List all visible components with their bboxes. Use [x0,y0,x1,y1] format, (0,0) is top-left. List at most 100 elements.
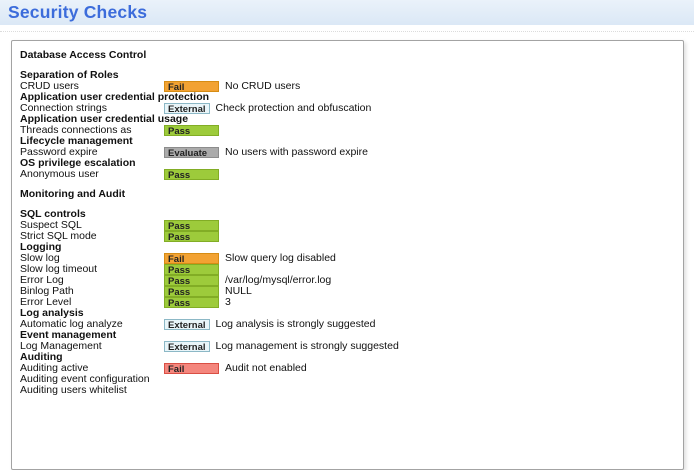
check-row: Error Log Pass/var/log/mysql/error.log [20,274,675,287]
check-row: Connection strings External Check protecti… [20,102,675,115]
section-header-row: Lifecycle management [20,136,675,147]
section-title: Lifecycle management [20,135,133,147]
check-row: Auditing users whitelist [20,385,675,396]
section-title: OS privilege escalation [20,157,136,169]
status-badge-pass: Pass [164,264,219,275]
status-note: Audit not enabled [225,362,307,374]
status-note: Log management is strongly suggested [215,340,399,352]
check-label: Error Level [20,296,72,308]
page-header: Security Checks [0,0,694,25]
status-note: NULL [225,285,252,297]
check-label: Slow log [20,252,60,264]
section-header-row: Log analysis [20,308,675,319]
check-label: Strict SQL mode [20,230,97,242]
section-header-row: Application user credential usage [20,114,675,125]
status-badge-external: External [164,341,210,352]
status-badge-fail-orange: Fail [164,253,219,264]
status-note: Check protection and obfuscation [215,102,372,114]
check-row: Strict SQL mode Pass [20,231,675,242]
check-result: Fail Slow query log disabled [164,253,336,264]
section-title: SQL controls [20,208,86,220]
check-row: Auditing active Fail Audit not enabled [20,362,675,375]
check-row: Anonymous user Pass [20,169,675,180]
report-rows: Database Access Control Separation of Rol… [20,50,675,396]
status-note: Slow query log disabled [225,252,336,264]
section-title: Log analysis [20,307,84,319]
check-row: Auditing event configuration [20,374,675,385]
status-badge-pass: Pass [164,169,219,180]
check-row: Slow log timeout Pass [20,264,675,275]
status-badge-external: External [164,319,210,330]
check-result: External Check protection and obfuscation [164,103,371,114]
section-header-row: Application user credential protection [20,92,675,103]
check-label: Automatic log analyze [20,318,123,330]
check-label: Slow log timeout [20,263,98,275]
section-header-row: Database Access Control [20,50,675,61]
status-note: No users with password expire [225,146,368,158]
status-badge-fail-orange: Fail [164,81,219,92]
check-label: Threads connections as [20,124,132,136]
section-header-row: Monitoring and Audit [20,189,675,200]
status-note: No CRUD users [225,80,301,92]
check-row: Slow log Fail Slow query log disabled [20,252,675,265]
check-row: Threads connections as Pass [20,125,675,136]
security-checks-panel: Database Access Control Separation of Rol… [11,40,684,470]
check-row: Error Level Pass 3 [20,296,675,309]
spacer-row [20,200,675,209]
section-header-row: Auditing [20,352,675,363]
status-badge-external: External [164,103,210,114]
check-label: Log Management [20,340,102,352]
section-title: Database Access Control [20,49,147,61]
check-result: Pass [164,125,219,136]
status-badge-pass: Pass [164,286,219,297]
check-result: Evaluate No users with password expire [164,147,368,158]
check-label: Auditing active [20,362,89,374]
check-label: CRUD users [20,80,79,92]
check-label: Binlog Path [20,285,74,297]
section-title: Logging [20,241,62,253]
check-label: Connection strings [20,102,107,114]
check-result: Pass [164,220,219,231]
status-badge-fail-red: Fail [164,363,219,374]
section-title: Auditing [20,351,63,363]
check-label: Auditing users whitelist [20,384,127,396]
check-result: Pass [164,264,219,275]
header-divider [0,31,694,32]
section-title: Event management [20,329,117,341]
check-row: Automatic log analyze External Log analysi… [20,318,675,331]
check-row: Suspect SQL Pass [20,220,675,231]
check-result: Pass NULL [164,286,252,297]
check-label: Auditing event configuration [20,373,150,385]
section-title: Monitoring and Audit [20,188,126,200]
status-badge-pass: Pass [164,125,219,136]
status-badge-evaluate: Evaluate [164,147,219,158]
section-header-row: Separation of Roles [20,70,675,81]
status-note: /var/log/mysql/error.log [225,274,332,286]
status-note: 3 [225,296,231,308]
section-header-row: OS privilege escalation [20,158,675,169]
check-label: Password expire [20,146,98,158]
check-result: External Log management is strongly sugge… [164,341,399,352]
check-result: Pass/var/log/mysql/error.log [164,275,331,286]
section-title: Separation of Roles [20,69,119,81]
check-result: Pass [164,231,219,242]
section-title: Application user credential protection [20,91,210,103]
check-row: Binlog Path Pass NULL [20,285,675,298]
check-row: CRUD users Fail No CRUD users [20,80,675,93]
status-badge-pass: Pass [164,297,219,308]
check-label: Suspect SQL [20,219,82,231]
section-header-row: SQL controls [20,209,675,220]
status-badge-pass: Pass [164,275,219,286]
check-result: External Log analysis is strongly suggest… [164,319,375,330]
check-result: Fail No CRUD users [164,81,300,92]
section-header-row: Event management [20,330,675,341]
check-result: Pass [164,169,219,180]
check-label: Error Log [20,274,64,286]
status-badge-pass: Pass [164,231,219,242]
status-badge-pass: Pass [164,220,219,231]
status-note: Log analysis is strongly suggested [215,318,376,330]
check-label: Anonymous user [20,168,99,180]
check-row: Password expire Evaluate No users with pas… [20,146,675,159]
check-result: Pass 3 [164,297,231,308]
check-result: Fail Audit not enabled [164,363,307,374]
